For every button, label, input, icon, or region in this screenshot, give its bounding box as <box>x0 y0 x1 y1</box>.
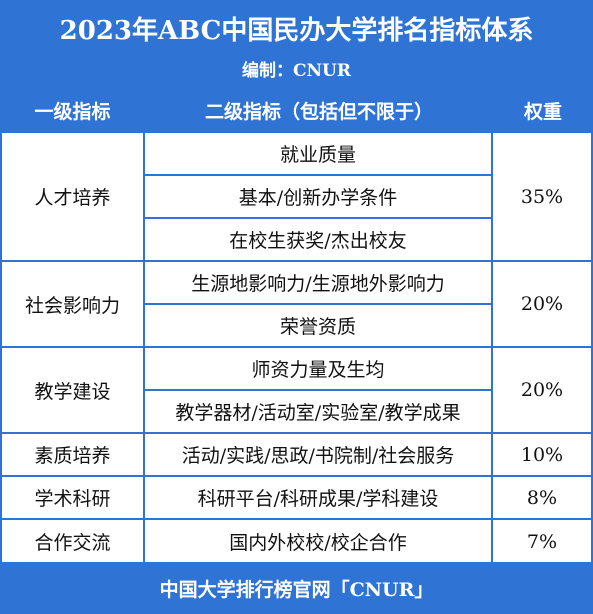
primary-indicator: 学术科研 <box>0 477 145 520</box>
column-header: 权重 <box>493 88 593 133</box>
primary-indicator: 合作交流 <box>0 520 145 563</box>
weight: 7% <box>493 520 593 563</box>
secondary-indicator: 科研平台/科研成果/学科建设 <box>145 477 493 520</box>
column-header: 一级指标 <box>0 88 145 133</box>
secondary-indicator: 生源地影响力/生源地外影响力 <box>145 262 493 305</box>
primary-indicator: 教学建设 <box>0 348 145 434</box>
secondary-indicator: 国内外校校/校企合作 <box>145 520 493 563</box>
secondary-indicator: 教学器材/活动室/实验室/教学成果 <box>145 391 493 434</box>
subtitle: 编制：CNUR <box>0 56 593 88</box>
secondary-indicator: 师资力量及生均 <box>145 348 493 391</box>
weight: 20% <box>493 348 593 434</box>
primary-indicator: 人才培养 <box>0 133 145 262</box>
secondary-indicator: 活动/实践/思政/书院制/社会服务 <box>145 434 493 477</box>
weight: 35% <box>493 133 593 262</box>
primary-indicator: 社会影响力 <box>0 262 145 348</box>
secondary-indicator: 在校生获奖/杰出校友 <box>145 219 493 262</box>
secondary-indicator: 荣誉资质 <box>145 305 493 348</box>
secondary-indicator: 基本/创新办学条件 <box>145 176 493 219</box>
title: 2023年ABC中国民办大学排名指标体系 <box>0 0 593 56</box>
secondary-indicator: 就业质量 <box>145 133 493 176</box>
weight: 8% <box>493 477 593 520</box>
weight: 20% <box>493 262 593 348</box>
column-header: 二级指标（包括但不限于） <box>145 88 493 133</box>
primary-indicator: 素质培养 <box>0 434 145 477</box>
footer: 中国大学排行榜官网「CNUR」 <box>0 562 593 614</box>
weight: 10% <box>493 434 593 477</box>
